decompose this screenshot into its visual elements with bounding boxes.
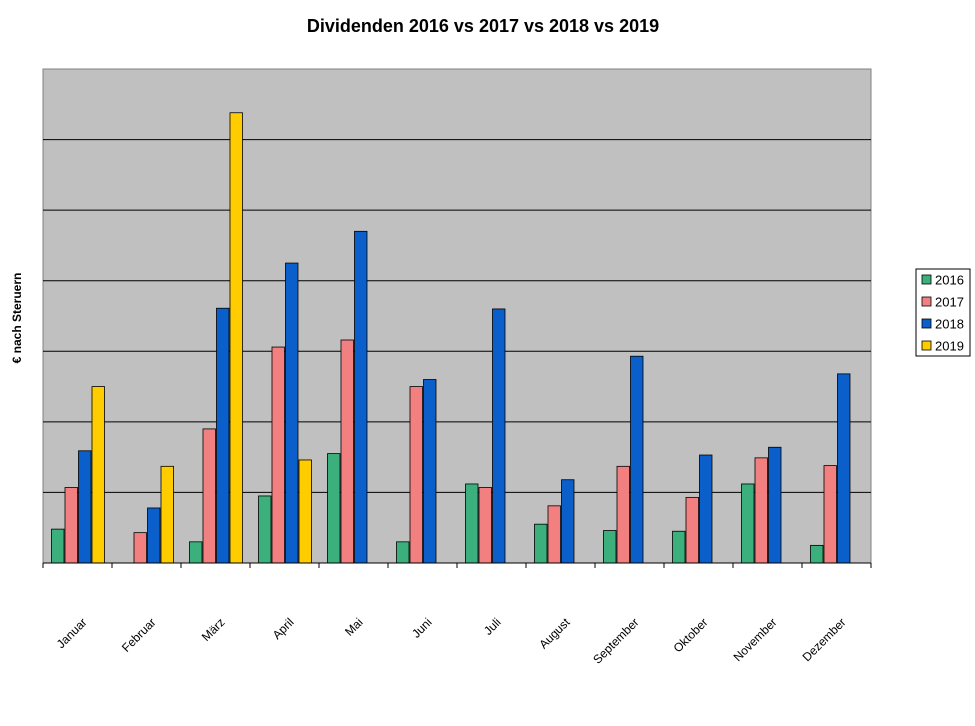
plot-area [42, 68, 872, 564]
bar-2018-juli [492, 308, 506, 564]
legend: 2016 2017 2018 2019 [915, 268, 971, 357]
legend-swatch-2018 [921, 318, 932, 329]
x-tick-label: Dezember [800, 615, 849, 664]
bar-2018-märz [216, 307, 230, 564]
bar-2017-juli [478, 487, 492, 564]
legend-swatch-2019 [921, 340, 932, 351]
bars [51, 112, 851, 564]
bar-2016-oktober [672, 530, 686, 564]
bar-2016-april [258, 495, 272, 564]
bar-2018-oktober [699, 454, 713, 564]
x-tick-label: August [536, 615, 573, 652]
bar-2017-januar [64, 487, 78, 564]
bar-2018-dezember [837, 373, 851, 564]
legend-label-2016: 2016 [935, 273, 964, 288]
bar-2019-märz [229, 112, 243, 564]
x-tick-label: November [731, 615, 780, 664]
bar-2016-dezember [810, 544, 824, 564]
bar-2019-januar [91, 386, 105, 564]
bar-2016-november [741, 483, 755, 564]
bar-2017-februar [133, 532, 147, 564]
bar-2016-märz [189, 541, 203, 564]
bar-2017-august [547, 505, 561, 564]
bar-2016-august [534, 523, 548, 564]
x-tick-label: Juni [409, 615, 434, 640]
bar-2018-august [561, 479, 575, 564]
bar-2017-september [616, 465, 630, 564]
legend-swatch-2017 [921, 296, 932, 307]
bar-2018-mai [354, 230, 368, 564]
bar-2017-april [271, 346, 285, 564]
bar-2017-dezember [823, 465, 837, 564]
bar-2016-januar [51, 528, 65, 564]
bar-2018-november [768, 446, 782, 564]
bar-2016-juli [465, 483, 479, 564]
bar-2017-mai [340, 339, 354, 564]
x-tick-label: Januar [54, 615, 90, 651]
bar-2019-april [298, 459, 312, 564]
x-tick-labels: Januar Februar März April Mai Juni Juli August S… [54, 615, 849, 667]
legend-label-2019: 2019 [935, 339, 964, 354]
bar-2018-april [285, 262, 299, 564]
x-tick-label: Mai [342, 615, 366, 639]
bar-2018-september [630, 355, 644, 564]
bar-2018-februar [147, 507, 161, 564]
bar-2017-märz [202, 428, 216, 564]
legend-label-2018: 2018 [935, 317, 964, 332]
bar-2017-juni [409, 386, 423, 564]
bar-2016-september [603, 530, 617, 564]
bar-2017-november [754, 457, 768, 564]
bar-2019-februar [160, 465, 174, 564]
legend-swatch-2016 [921, 274, 932, 285]
legend-label-2017: 2017 [935, 295, 964, 310]
x-tick-label: Februar [119, 615, 159, 655]
gridlines [43, 139, 871, 493]
x-tick-label: Juli [481, 615, 504, 638]
x-tick-label: September [590, 615, 641, 666]
bar-2016-mai [327, 453, 341, 564]
bar-2018-juni [423, 379, 437, 564]
x-tick-label: März [199, 615, 228, 644]
x-tick-label: Oktober [671, 615, 711, 655]
bar-2016-juni [396, 541, 410, 564]
x-tick-label: April [270, 615, 297, 642]
bar-2018-januar [78, 450, 92, 564]
chart-title: Dividenden 2016 vs 2017 vs 2018 vs 2019 [307, 16, 659, 36]
x-axis [42, 562, 872, 568]
y-axis-label: € nach Steruern [10, 273, 24, 364]
bar-2017-oktober [685, 496, 699, 564]
